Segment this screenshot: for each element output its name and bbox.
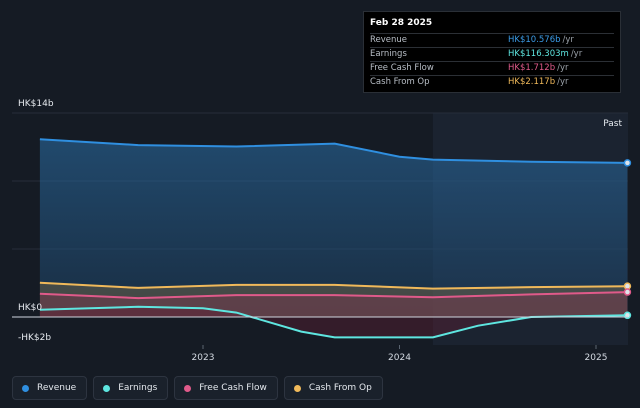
tooltip-row-earnings: Earnings HK$116.303m /yr xyxy=(370,47,614,61)
legend-label: Revenue xyxy=(37,383,77,393)
line-revenue xyxy=(39,138,628,164)
line-free-cash-flow xyxy=(39,291,628,300)
endpoint-revenue[interactable] xyxy=(623,159,632,167)
tooltip-row-revenue: Revenue HK$10.576b /yr xyxy=(370,33,614,47)
legend-dot-icon xyxy=(22,384,29,392)
legend-dot-icon xyxy=(293,384,301,392)
area-free-cash-flow xyxy=(39,292,628,317)
tooltip-value: HK$2.117b xyxy=(508,77,556,87)
tooltip-row-free-cash-flow: Free Cash Flow HK$1.712b /yr xyxy=(370,61,614,75)
legend-dot-icon xyxy=(103,384,111,392)
legend-item-earnings[interactable]: Earnings xyxy=(93,376,169,400)
tooltip-unit: /yr xyxy=(570,49,583,59)
tooltip-unit: /yr xyxy=(562,35,574,45)
legend-label: Cash From Op xyxy=(308,383,372,393)
legend-label: Earnings xyxy=(118,383,158,393)
tooltip-label: Revenue xyxy=(370,35,408,45)
tooltip-date: Feb 28 2025 xyxy=(370,18,433,28)
legend-label: Free Cash Flow xyxy=(199,383,267,393)
y-axis-zero-label: HK$0 xyxy=(18,303,42,313)
tooltip: Feb 28 2025 Revenue HK$10.576b /yr Earni… xyxy=(363,11,621,93)
legend-item-free-cash-flow[interactable]: Free Cash Flow xyxy=(174,376,278,400)
tooltip-label: Cash From Op xyxy=(370,77,430,87)
legend: Revenue Earnings Free Cash Flow Cash Fro… xyxy=(12,376,383,400)
tooltip-label: Earnings xyxy=(370,49,407,59)
endpoint-cash-from-op[interactable] xyxy=(623,282,632,290)
tooltip-value: HK$10.576b xyxy=(508,35,561,45)
tooltip-value: HK$116.303m xyxy=(508,49,569,59)
tooltip-value: HK$1.712b xyxy=(508,63,556,73)
tooltip-unit: /yr xyxy=(557,63,569,73)
y-axis-top-label: HK$14b xyxy=(18,99,54,109)
area-earnings xyxy=(39,306,628,338)
tooltip-row-cash-from-op: Cash From Op HK$2.117b /yr xyxy=(370,75,614,89)
line-earnings xyxy=(39,305,628,339)
line-cash-from-op xyxy=(39,281,628,290)
y-axis-bottom-label: -HK$2b xyxy=(18,333,51,343)
tooltip-unit: /yr xyxy=(557,77,569,87)
legend-item-cash-from-op[interactable]: Cash From Op xyxy=(283,376,383,400)
x-tick-label: 2023 xyxy=(192,353,215,363)
endpoint-free-cash-flow[interactable] xyxy=(623,288,632,296)
legend-item-revenue[interactable]: Revenue xyxy=(12,376,88,400)
x-tick-label: 2024 xyxy=(388,353,411,363)
legend-dot-icon xyxy=(184,384,192,392)
past-label: Past xyxy=(603,119,622,129)
tooltip-label: Free Cash Flow xyxy=(370,63,434,73)
x-tick-label: 2025 xyxy=(585,353,608,363)
area-revenue xyxy=(39,139,628,317)
